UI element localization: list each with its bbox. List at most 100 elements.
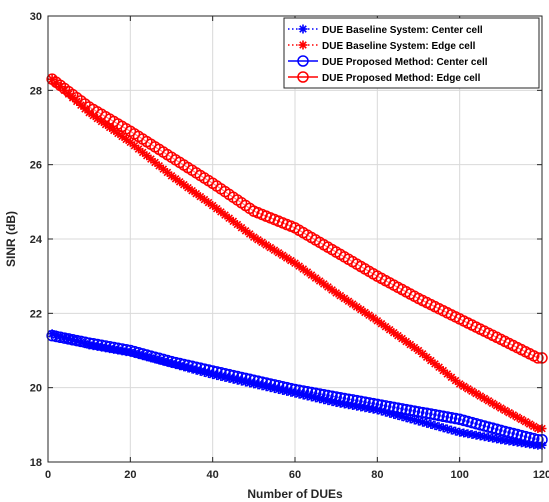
circle-marker — [367, 397, 379, 410]
asterisk-marker — [409, 343, 419, 353]
circle-marker — [441, 411, 454, 423]
series-layer — [46, 73, 548, 450]
legend-asterisk-marker — [298, 40, 308, 50]
asterisk-marker — [372, 316, 382, 326]
circle-marker — [289, 383, 301, 396]
circle-marker — [425, 408, 437, 420]
legend-circle-marker — [297, 71, 309, 83]
circle-marker — [194, 362, 207, 374]
legend-entry: DUE Proposed Method: Center cell — [288, 55, 488, 68]
legend-box — [283, 17, 540, 89]
circle-marker — [412, 406, 425, 418]
circle-marker — [75, 335, 87, 348]
legend-label: DUE Baseline System: Edge cell — [322, 41, 476, 52]
circle-marker — [116, 343, 128, 355]
circle-marker — [408, 405, 421, 417]
circle-marker — [309, 387, 322, 399]
x-tick-label: 0 — [45, 469, 51, 481]
circle-marker — [112, 342, 124, 355]
circle-marker — [252, 375, 264, 387]
circle-marker — [95, 339, 108, 352]
legend-asterisk-marker — [298, 24, 308, 34]
circle-marker — [532, 352, 544, 364]
circle-marker — [433, 409, 445, 422]
circle-marker — [313, 388, 326, 400]
legend-label: DUE Proposed Method: Edge cell — [322, 73, 481, 84]
circle-marker — [371, 398, 384, 411]
circle-marker — [420, 407, 433, 420]
circle-marker — [62, 333, 75, 345]
asterisk-marker — [121, 134, 131, 144]
asterisk-marker — [418, 417, 428, 427]
circle-marker — [91, 338, 104, 351]
circle-marker — [215, 367, 227, 379]
asterisk-marker — [430, 421, 440, 431]
circle-marker — [359, 396, 371, 408]
asterisk-marker — [389, 328, 399, 338]
x-tick-label: 120 — [533, 469, 549, 481]
circle-marker — [392, 402, 404, 414]
x-tick-label: 60 — [289, 469, 301, 481]
y-tick-label: 18 — [30, 457, 42, 469]
y-tick-label: 24 — [30, 234, 43, 246]
circle-marker — [342, 393, 355, 405]
circle-marker — [363, 397, 375, 409]
circle-marker — [416, 406, 429, 419]
circle-marker — [202, 364, 215, 376]
asterisk-marker — [315, 276, 325, 286]
circle-marker — [379, 400, 392, 412]
circle-marker — [305, 386, 318, 399]
x-tick-label: 40 — [207, 469, 219, 481]
circle-marker — [301, 386, 314, 398]
circle-marker — [186, 360, 198, 373]
circle-marker — [83, 337, 95, 349]
circle-marker — [285, 382, 297, 395]
circle-marker — [223, 368, 235, 381]
ticks: 0 20 40 60 80 100 120 18 20 22 24 26 28 30 — [30, 11, 549, 481]
circle-marker — [50, 330, 62, 343]
legend-entry: DUE Baseline System: Center cell — [288, 24, 483, 36]
x-tick-label: 20 — [124, 469, 136, 481]
circle-marker — [400, 403, 412, 416]
asterisk-marker — [232, 220, 242, 230]
asterisk-marker — [331, 288, 341, 298]
circle-marker — [227, 369, 239, 382]
circle-marker — [346, 394, 359, 406]
circle-marker — [206, 365, 219, 377]
circle-marker — [449, 412, 462, 425]
circle-marker — [318, 388, 330, 401]
circle-marker — [99, 340, 112, 352]
circle-marker — [383, 400, 396, 413]
circle-marker — [235, 371, 248, 384]
y-tick-label: 28 — [30, 85, 42, 97]
circle-marker — [248, 374, 260, 386]
asterisk-marker — [290, 258, 300, 268]
circle-marker — [322, 389, 334, 402]
y-tick-label: 30 — [30, 11, 42, 23]
circle-marker — [165, 355, 178, 368]
series-3 — [46, 73, 548, 364]
circle-marker — [120, 344, 132, 356]
circle-marker — [79, 336, 91, 348]
circle-marker — [211, 366, 223, 378]
circle-marker — [256, 376, 268, 388]
x-tick-label: 80 — [371, 469, 383, 481]
circle-marker — [281, 381, 293, 394]
circle-marker — [58, 332, 71, 344]
circle-marker — [272, 380, 285, 392]
circle-marker — [355, 395, 367, 408]
legend-entry: DUE Proposed Method: Edge cell — [288, 71, 481, 84]
circle-marker — [396, 403, 408, 415]
circle-marker — [108, 341, 120, 354]
circle-marker — [239, 372, 252, 385]
circle-marker — [264, 378, 277, 390]
series-2 — [46, 329, 548, 446]
circle-marker — [445, 412, 458, 424]
circle-marker — [169, 356, 182, 369]
circle-marker — [219, 367, 231, 380]
circle-marker — [87, 338, 100, 350]
circle-marker — [243, 373, 256, 386]
circle-marker — [198, 363, 211, 375]
circle-marker — [532, 433, 544, 446]
asterisk-marker — [302, 267, 312, 277]
